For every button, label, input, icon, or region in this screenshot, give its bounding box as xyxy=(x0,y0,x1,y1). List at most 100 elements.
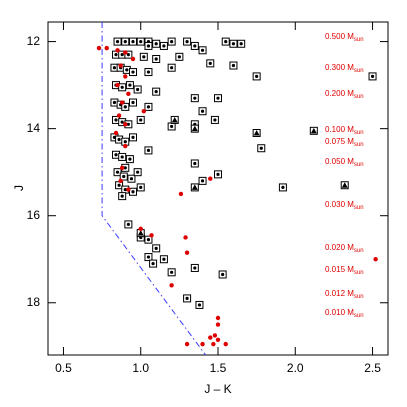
square-dot xyxy=(139,118,143,122)
triangle-point xyxy=(309,126,318,135)
square-dot xyxy=(193,96,197,100)
mass-subscript: sun xyxy=(354,248,364,254)
square-dot xyxy=(146,105,151,109)
red-point xyxy=(123,50,128,55)
square-point xyxy=(129,187,137,196)
red-point xyxy=(184,341,190,347)
square-point xyxy=(113,37,122,46)
red-point xyxy=(169,283,174,288)
square-dot xyxy=(170,270,174,274)
mass-value: 0.200 M xyxy=(325,89,354,98)
square-dot xyxy=(123,166,127,170)
mass-label: 0.500 Msun xyxy=(325,32,364,42)
square-dot xyxy=(131,100,135,105)
red-point xyxy=(116,113,122,118)
square-dot xyxy=(131,190,135,194)
square-dot xyxy=(112,100,117,105)
square-point xyxy=(129,37,137,46)
red-point xyxy=(208,335,213,340)
square-dot xyxy=(216,96,220,100)
square-point xyxy=(144,68,153,77)
red-point xyxy=(149,233,154,238)
red-point xyxy=(223,341,228,347)
mass-label: 0.075 Msun xyxy=(325,137,364,147)
square-dot xyxy=(255,74,259,79)
square-dot xyxy=(170,66,174,70)
square-point xyxy=(237,39,246,48)
square-dot xyxy=(154,90,158,94)
y-tick-label: 16 xyxy=(27,208,41,222)
square-point xyxy=(136,115,145,124)
square-dot xyxy=(115,170,120,174)
square-dot xyxy=(224,39,228,44)
square-dot xyxy=(200,179,205,183)
square-point xyxy=(152,244,161,253)
square-point xyxy=(229,39,238,48)
square-dot xyxy=(146,238,151,242)
red-point xyxy=(115,82,120,88)
red-point xyxy=(123,122,128,127)
square-dot xyxy=(136,87,140,92)
mass-subscript: sun xyxy=(354,162,364,168)
square-point xyxy=(159,255,168,264)
square-point xyxy=(167,268,176,277)
square-dot xyxy=(142,55,146,59)
red-point xyxy=(212,333,218,338)
limit-line xyxy=(101,22,207,356)
mass-label: 0.300 Msun xyxy=(325,63,364,73)
triangle-point xyxy=(170,115,179,124)
square-dot xyxy=(177,55,181,59)
red-point xyxy=(215,322,221,327)
mass-label: 0.012 Msun xyxy=(325,289,364,299)
red-point xyxy=(141,109,147,114)
mass-value: 0.020 M xyxy=(325,243,354,252)
square-dot xyxy=(170,39,174,44)
square-point xyxy=(218,270,227,279)
x-tick-label: 2.0 xyxy=(287,361,304,375)
mass-subscript: sun xyxy=(354,313,364,319)
square-dot xyxy=(120,53,124,57)
square-dot xyxy=(122,174,126,179)
square-point xyxy=(183,37,192,46)
square-dot xyxy=(123,140,127,144)
square-dot xyxy=(120,85,124,89)
square-point xyxy=(198,107,207,116)
triangle-point xyxy=(190,183,199,192)
x-tick-label: 0.5 xyxy=(55,361,72,375)
square-point xyxy=(190,94,199,103)
square-dot xyxy=(200,48,205,52)
red-point xyxy=(211,341,216,347)
square-dot xyxy=(221,272,225,277)
square-dot xyxy=(200,109,205,113)
square-dot xyxy=(185,296,189,301)
square-dot xyxy=(125,68,129,72)
square-dot xyxy=(185,39,189,44)
square-dot xyxy=(117,137,121,142)
y-axis-label: J xyxy=(12,185,26,191)
triangle-mark xyxy=(341,182,348,188)
mass-label: 0.100 Msun xyxy=(325,125,364,135)
square-point xyxy=(136,37,145,46)
square-point xyxy=(210,115,219,124)
y-tick-label: 14 xyxy=(27,121,41,135)
x-tick-label: 2.5 xyxy=(364,361,381,375)
triangle-point xyxy=(252,129,261,137)
square-dot xyxy=(146,44,151,48)
square-point xyxy=(221,37,230,46)
red-point xyxy=(208,176,213,181)
square-dot xyxy=(193,266,197,270)
square-dot xyxy=(208,61,212,65)
mass-value: 0.300 M xyxy=(325,63,354,72)
red-point xyxy=(183,235,188,240)
red-point xyxy=(96,45,102,51)
square-dot xyxy=(126,53,130,57)
square-point xyxy=(144,146,153,155)
mass-value: 0.100 M xyxy=(325,125,354,134)
square-point xyxy=(252,72,261,81)
square-dot xyxy=(146,255,151,259)
square-point xyxy=(159,41,168,50)
mass-subscript: sun xyxy=(354,94,364,100)
square-point xyxy=(139,52,148,61)
square-point xyxy=(278,183,287,192)
mass-subscript: sun xyxy=(354,205,364,211)
